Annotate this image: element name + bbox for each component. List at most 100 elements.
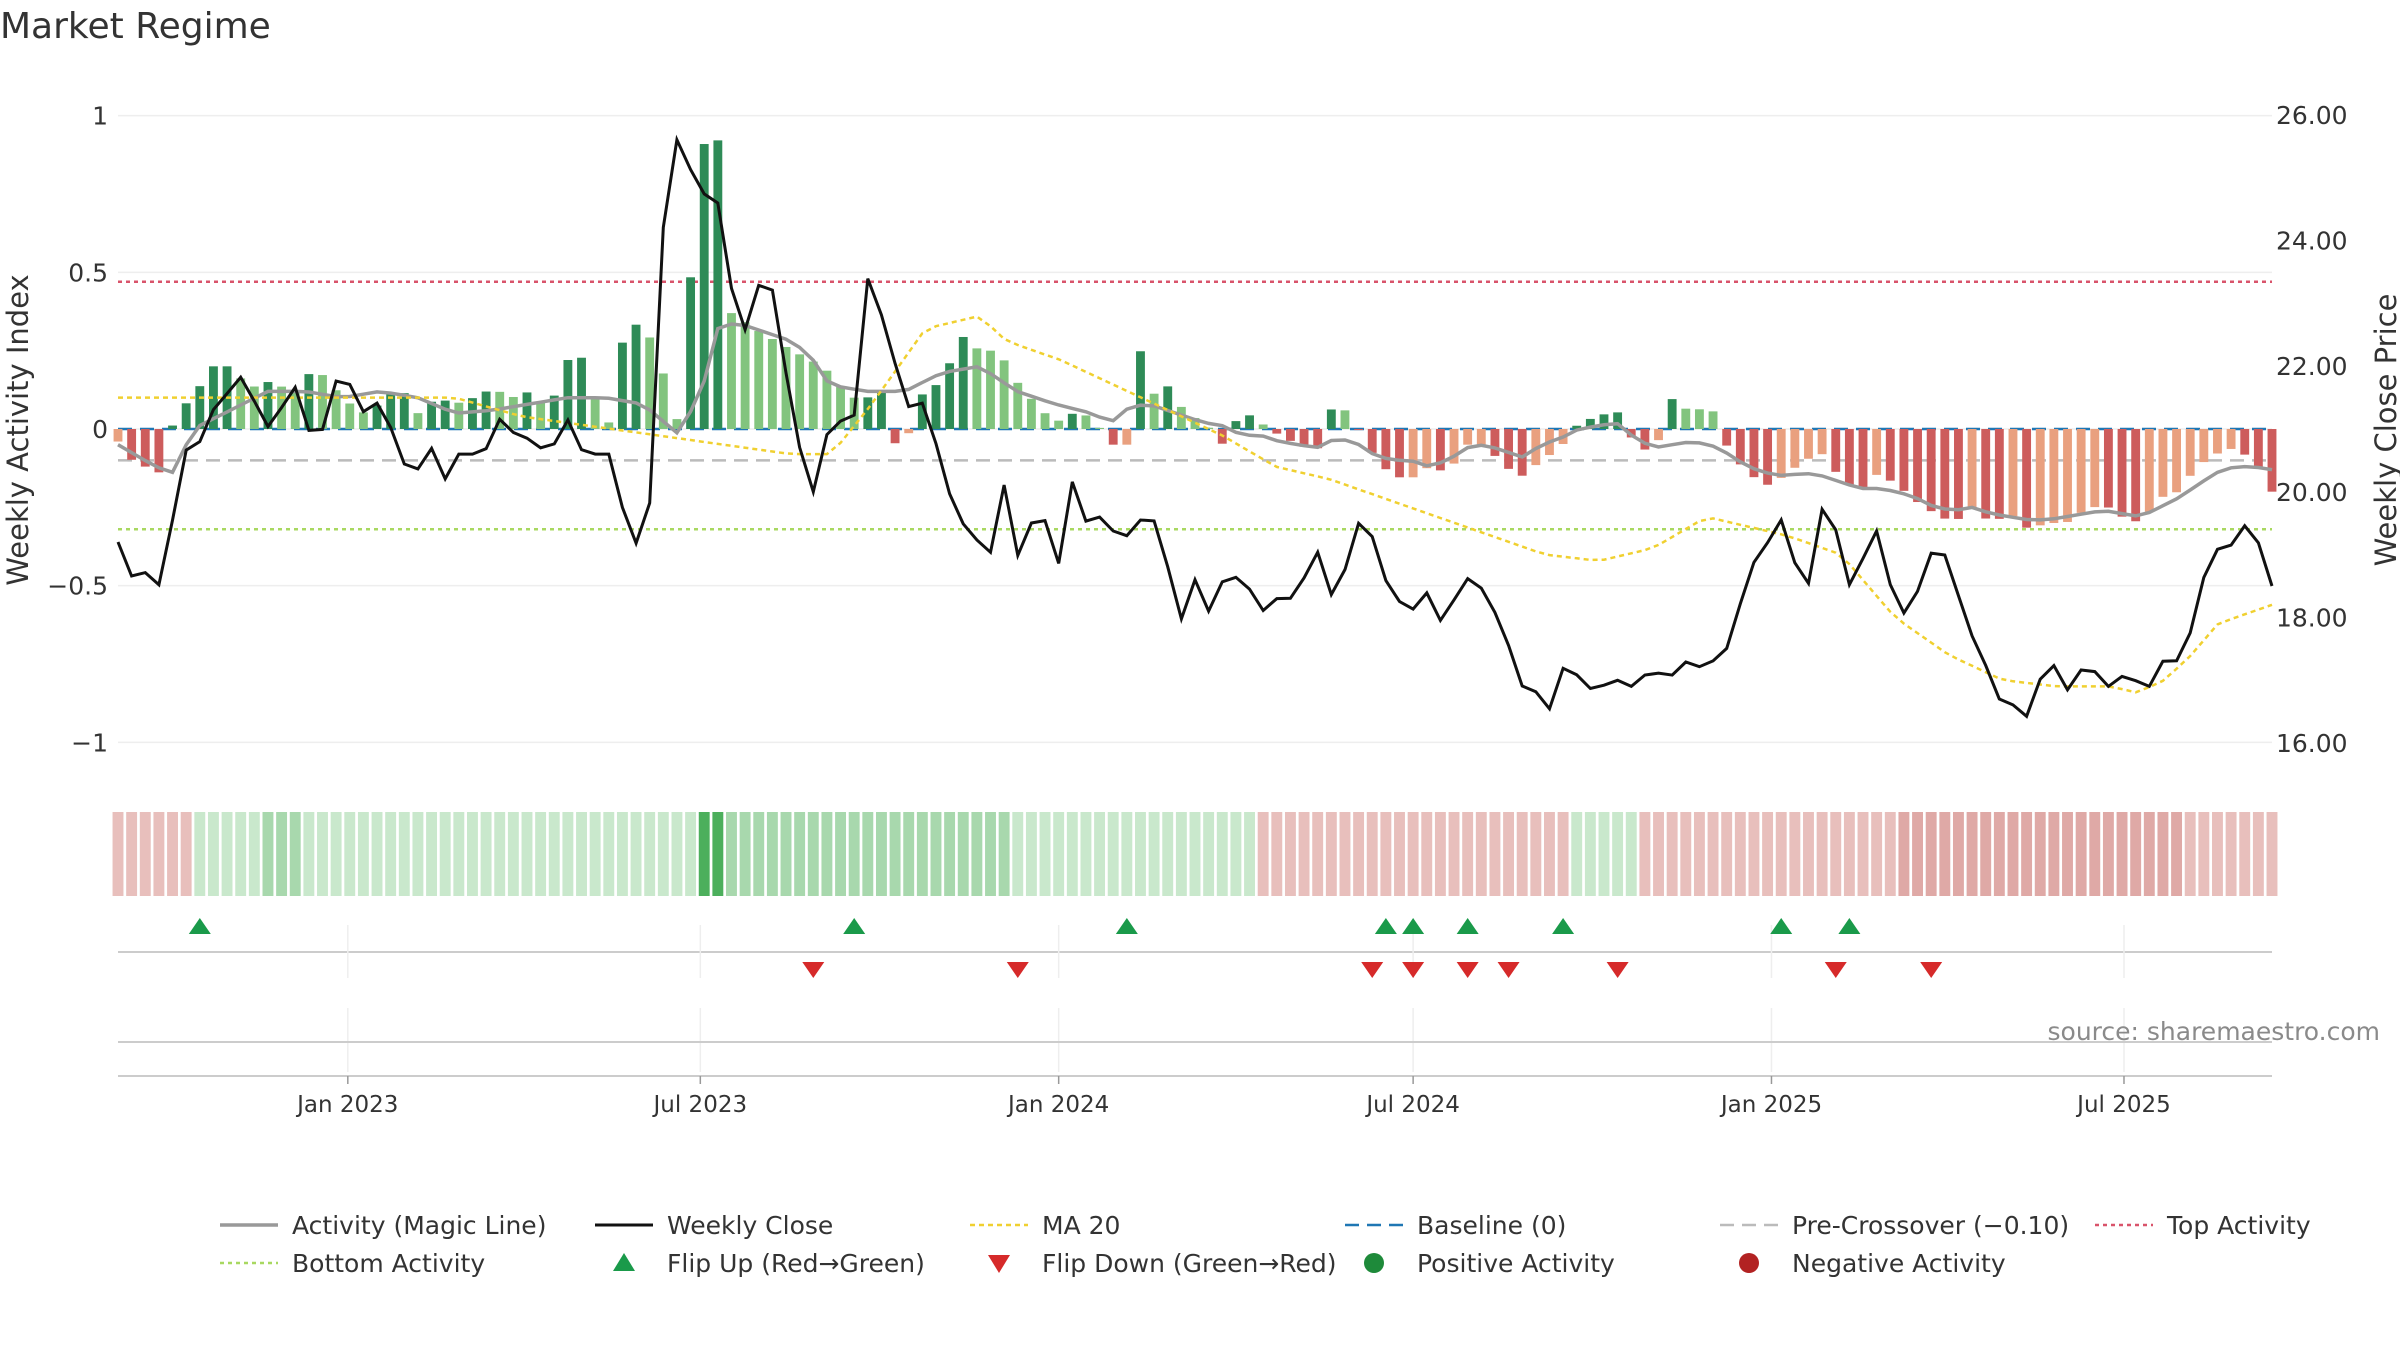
flip-down-marker <box>802 962 825 978</box>
chart-title: Market Regime <box>0 6 271 47</box>
regime-cell <box>289 812 301 896</box>
activity-bar <box>454 402 464 429</box>
regime-cell <box>821 812 833 896</box>
legend-item-posact: Positive Activity <box>1364 1249 1615 1278</box>
regime-cell <box>153 812 165 896</box>
activity-bar <box>427 401 436 429</box>
activity-bar <box>2199 429 2209 463</box>
regime-cell <box>548 812 560 896</box>
regime-cell <box>521 812 533 896</box>
legend-item-negact: Negative Activity <box>1739 1249 2006 1278</box>
activity-bar <box>863 397 873 429</box>
regime-cell <box>1762 812 1774 896</box>
legend-label: Activity (Magic Line) <box>292 1211 546 1240</box>
activity-bar <box>1940 429 1950 519</box>
activity-bar <box>1272 429 1282 434</box>
regime-cell <box>2116 812 2128 896</box>
regime-cell <box>562 812 574 896</box>
regime-cell <box>835 812 846 896</box>
legend-swatch <box>1739 1253 1759 1273</box>
y-tick-label-left: −1 <box>71 728 108 757</box>
activity-bar <box>1040 413 1050 429</box>
regime-cell <box>480 812 492 896</box>
activity-bar <box>2022 429 2032 528</box>
activity-bar <box>877 390 886 429</box>
activity-bar <box>645 337 655 429</box>
regime-cell <box>1475 812 1487 896</box>
activity-bar <box>522 392 532 429</box>
activity-bar <box>1149 393 1159 429</box>
legend-item-flipup: Flip Up (Red→Green) <box>613 1249 925 1278</box>
regime-cell <box>1544 812 1555 896</box>
x-tick-label: Jan 2025 <box>1719 1092 1822 1118</box>
activity-bar <box>2240 429 2250 455</box>
activity-bar <box>331 390 341 429</box>
regime-cell <box>957 812 969 896</box>
regime-cell <box>1843 812 1855 896</box>
weekly-close-line <box>116 134 2274 719</box>
legend-item-flipdown: Flip Down (Green→Red) <box>988 1249 1337 1278</box>
regime-cell <box>1557 812 1569 896</box>
activity-bar <box>1176 406 1186 429</box>
regime-cell <box>766 812 778 896</box>
activity-bar <box>1722 429 1732 446</box>
activity-bar <box>1463 429 1473 445</box>
regime-cell <box>412 812 424 896</box>
regime-cell <box>985 812 996 896</box>
regime-cell <box>589 812 601 896</box>
activity-bar <box>767 339 777 429</box>
activity-bar <box>590 398 600 429</box>
regime-cell <box>1530 812 1542 896</box>
regime-cell <box>1516 812 1528 896</box>
legend-label: Weekly Close <box>667 1211 833 1240</box>
activity-bar <box>1804 429 1813 459</box>
regime-cell <box>2252 812 2264 896</box>
activity-bar <box>1204 427 1214 429</box>
activity-bar <box>740 322 750 429</box>
regime-cell <box>1257 812 1269 896</box>
regime-cell <box>1830 812 1842 896</box>
activity-bar <box>1885 429 1895 481</box>
regime-cell <box>167 812 178 896</box>
x-tick-label: Jul 2023 <box>652 1092 748 1118</box>
regime-cell <box>644 812 656 896</box>
regime-cell <box>1189 812 1201 896</box>
regime-cell <box>535 812 547 896</box>
regime-cell <box>1775 812 1787 896</box>
regime-cell <box>398 812 410 896</box>
regime-cell <box>1230 812 1242 896</box>
activity-bar <box>1245 415 1254 429</box>
activity-bar <box>181 403 191 429</box>
activity-bar <box>413 413 423 429</box>
regime-cell <box>317 812 328 896</box>
x-tick-label: Jul 2025 <box>2075 1092 2171 1118</box>
regime-cell <box>126 812 138 896</box>
activity-bar <box>386 393 396 429</box>
activity-bar <box>399 393 409 429</box>
activity-bar <box>1954 429 1963 519</box>
activity-bar <box>945 363 955 429</box>
activity-bar <box>168 425 177 429</box>
activity-bar <box>1844 429 1854 485</box>
legend-item-precross: Pre-Crossover (−0.10) <box>1720 1211 2069 1240</box>
legend-item-baseline: Baseline (0) <box>1345 1211 1566 1240</box>
activity-bar <box>2131 429 2141 522</box>
activity-bar <box>808 361 818 429</box>
activity-bars <box>113 140 2277 528</box>
flip-up-marker <box>1115 918 1138 934</box>
regime-cell <box>262 812 274 896</box>
activity-bar <box>1067 413 1077 429</box>
flip-up-marker <box>843 918 866 934</box>
activity-bar <box>836 387 845 429</box>
regime-cell <box>862 812 874 896</box>
activity-bar <box>1585 418 1595 429</box>
activity-bar <box>999 360 1009 429</box>
activity-bar <box>1681 408 1691 429</box>
regime-cell <box>439 812 451 896</box>
regime-cell <box>1025 812 1037 896</box>
regime-cell <box>657 812 669 896</box>
legend-item-close: Weekly Close <box>595 1211 833 1240</box>
regime-cell <box>2198 812 2210 896</box>
y-tick-label-left: 0 <box>92 415 108 444</box>
